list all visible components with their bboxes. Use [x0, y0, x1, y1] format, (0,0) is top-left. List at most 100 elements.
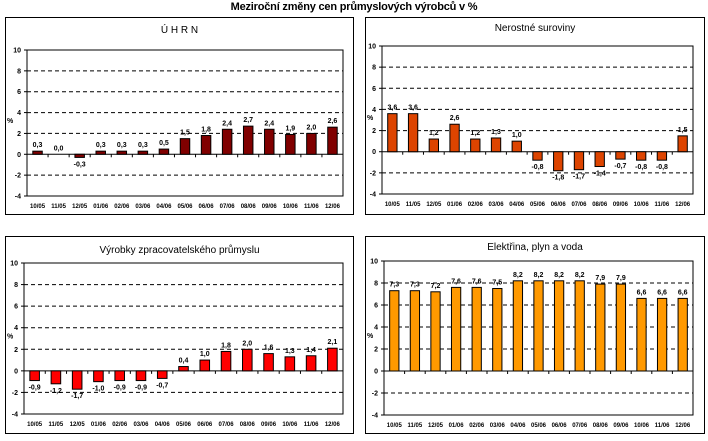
x-tick-label: 06/06	[552, 423, 568, 429]
x-tick-label: 02/06	[112, 422, 128, 428]
bar	[95, 150, 106, 155]
data-label: -0,3	[74, 161, 86, 168]
bar	[409, 290, 421, 372]
x-tick-label: 07/06	[220, 204, 236, 210]
x-tick-label: 07/06	[219, 422, 235, 428]
y-tick-label: 4	[374, 325, 378, 332]
y-tick-label: -4	[15, 194, 21, 201]
plot-area	[23, 262, 344, 415]
y-tick-label: -4	[372, 413, 378, 420]
chart-title: Ú H R N	[161, 23, 198, 36]
chart-panel-uhrn: Ú H R N -4 -2 0 2 4 6 8 10% 0,3 10/05 0,0 11/05 -0,3 1…	[5, 17, 354, 215]
data-label: 1,5	[180, 130, 190, 137]
data-label: 1,6	[264, 345, 274, 352]
x-tick-label: 09/06	[613, 423, 629, 429]
bar	[656, 297, 668, 372]
bar	[284, 356, 296, 372]
bar	[135, 370, 147, 382]
y-tick-label: 6	[374, 303, 378, 310]
x-tick-label: 10/06	[283, 204, 299, 210]
chart-title: Nerostné suroviny	[495, 23, 576, 34]
bar	[656, 151, 668, 161]
bar	[490, 137, 502, 153]
x-tick-label: 01/06	[447, 202, 463, 208]
y-tick-label: 6	[14, 304, 18, 311]
data-label: 1,5	[678, 127, 688, 134]
chart-svg: Výrobky zpracovatelského průmyslu -4 -2 0 2 4…	[7, 244, 344, 428]
bar	[200, 135, 212, 155]
x-tick-label: 10/05	[30, 204, 46, 210]
data-label: 2,7	[243, 117, 253, 124]
bar	[156, 370, 168, 379]
data-label: 7,3	[389, 282, 399, 289]
data-label: 2,0	[307, 124, 317, 131]
data-label: 3,6	[387, 105, 397, 112]
y-tick-label: -2	[370, 170, 376, 177]
x-tick-label: 10/05	[27, 422, 43, 428]
data-label: 1,4	[306, 347, 316, 354]
bar	[220, 350, 232, 372]
data-label: -1,7	[573, 174, 585, 181]
bar	[511, 140, 522, 153]
figure-title: Meziroční změny cen průmyslových výrobců…	[230, 1, 478, 13]
x-tick-label: 03/06	[489, 202, 505, 208]
x-tick-label: 09/06	[262, 204, 278, 210]
bar	[636, 297, 647, 372]
y-tick-label: 8	[17, 68, 21, 75]
bar	[492, 288, 503, 372]
bar	[387, 113, 398, 153]
data-label: 0,0	[54, 145, 64, 152]
y-tick-label: -2	[15, 173, 21, 180]
data-label: 0,3	[96, 142, 106, 149]
x-tick-label: 10/05	[387, 423, 403, 429]
plot-area	[26, 49, 344, 197]
x-tick-label: 11/05	[408, 423, 423, 429]
x-tick-label: 03/06	[490, 423, 506, 429]
data-label: 7,3	[410, 282, 420, 289]
bar	[242, 125, 254, 155]
x-tick-label: 11/06	[655, 423, 670, 429]
data-label: -1,4	[594, 171, 606, 178]
data-label: 0,3	[117, 142, 127, 149]
x-tick-label: 07/06	[572, 423, 588, 429]
bar	[677, 297, 688, 372]
bar	[449, 123, 460, 153]
bar	[430, 291, 441, 372]
bar	[553, 151, 564, 172]
data-label: 2,6	[328, 118, 338, 125]
x-tick-label: 05/06	[176, 422, 192, 428]
bar	[264, 128, 275, 155]
bar	[573, 151, 585, 171]
data-label: -0,8	[656, 164, 668, 171]
data-label: 0,4	[179, 358, 189, 365]
bar	[305, 355, 317, 372]
data-label: 1,8	[221, 342, 231, 349]
x-tick-label: 08/06	[240, 422, 256, 428]
y-tick-label: 0	[17, 152, 21, 159]
x-tick-label: 10/05	[385, 202, 401, 208]
x-tick-label: 01/06	[91, 422, 107, 428]
bar	[595, 283, 606, 372]
plot-area	[381, 45, 694, 195]
data-label: 0,5	[159, 140, 169, 147]
x-tick-label: 11/05	[49, 422, 64, 428]
x-tick-label: 12/05	[428, 423, 444, 429]
data-label: 7,9	[616, 275, 626, 282]
data-label: 6,6	[678, 289, 688, 296]
y-tick-label: 10	[13, 48, 21, 55]
bar	[389, 290, 400, 372]
x-tick-label: 12/06	[675, 202, 691, 208]
data-label: 6,6	[657, 289, 667, 296]
data-label: 1,8	[201, 127, 211, 134]
y-tick-label: 4	[17, 110, 21, 117]
data-label: -0,9	[135, 385, 147, 392]
bar	[32, 150, 43, 155]
y-axis-label: %	[367, 115, 374, 122]
bar	[29, 370, 40, 382]
x-tick-label: 01/06	[449, 423, 465, 429]
x-tick-label: 10/06	[634, 423, 650, 429]
data-label: -0,9	[114, 385, 126, 392]
data-label: -0,7	[156, 382, 168, 389]
bar	[71, 370, 83, 390]
y-tick-label: 6	[17, 89, 21, 96]
